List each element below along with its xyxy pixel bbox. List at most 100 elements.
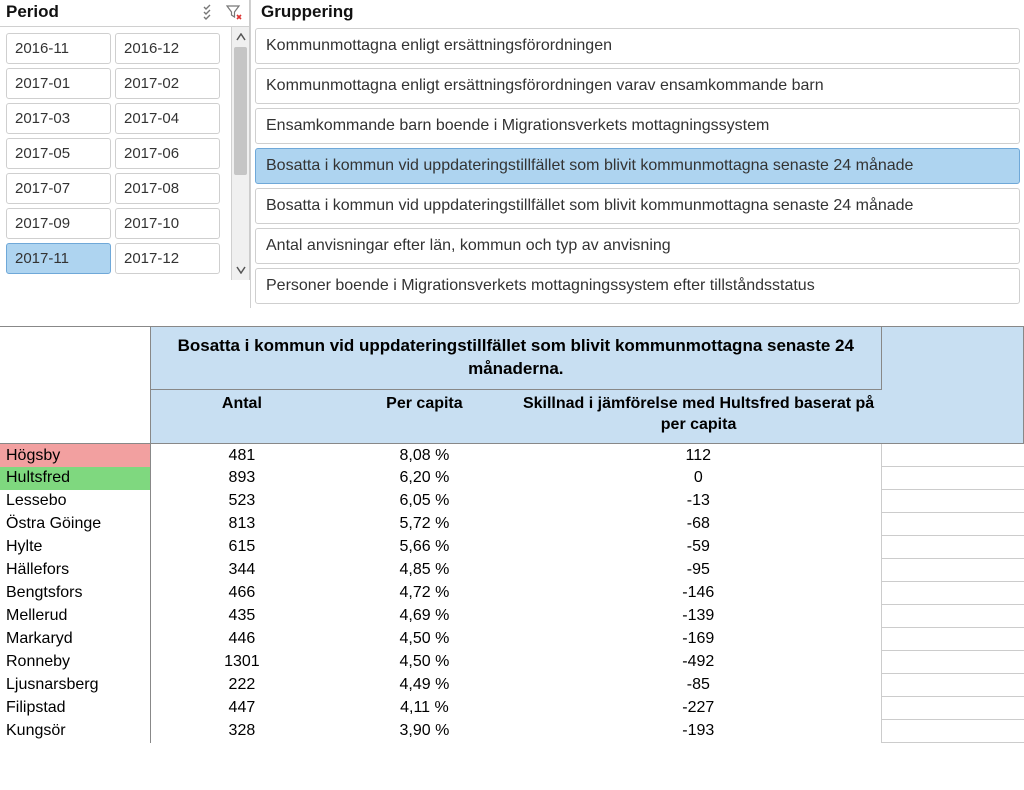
cell-antal: 813	[150, 513, 333, 536]
cell-antal: 447	[150, 697, 333, 720]
period-item[interactable]: 2017-10	[115, 208, 220, 239]
cell-percapita: 4,11 %	[333, 697, 516, 720]
row-label: Mellerud	[0, 605, 150, 628]
cell-percapita: 4,69 %	[333, 605, 516, 628]
cell-percapita: 3,90 %	[333, 720, 516, 743]
table-row[interactable]: Filipstad4474,11 %-227	[0, 697, 1024, 720]
row-label: Högsby	[0, 444, 150, 467]
cell-extra	[881, 582, 1023, 605]
cell-extra	[881, 444, 1023, 467]
cell-diff: -169	[516, 628, 882, 651]
table-row[interactable]: Lessebo5236,05 %-13	[0, 490, 1024, 513]
cell-antal: 893	[150, 467, 333, 490]
cell-antal: 435	[150, 605, 333, 628]
cell-diff: -68	[516, 513, 882, 536]
period-item[interactable]: 2017-01	[6, 68, 111, 99]
pivot-title: Bosatta i kommun vid uppdateringstillfäl…	[150, 327, 881, 390]
cell-antal: 344	[150, 559, 333, 582]
cell-extra	[881, 536, 1023, 559]
cell-extra	[881, 628, 1023, 651]
cell-antal: 1301	[150, 651, 333, 674]
period-item[interactable]: 2017-11	[6, 243, 111, 274]
cell-antal: 615	[150, 536, 333, 559]
gruppering-item[interactable]: Antal anvisningar efter län, kommun och …	[255, 228, 1020, 264]
col-percapita[interactable]: Per capita	[333, 389, 516, 444]
table-row[interactable]: Ronneby13014,50 %-492	[0, 651, 1024, 674]
period-item[interactable]: 2017-07	[6, 173, 111, 204]
cell-extra	[881, 720, 1023, 743]
table-row[interactable]: Bengtsfors4664,72 %-146	[0, 582, 1024, 605]
table-row[interactable]: Markaryd4464,50 %-169	[0, 628, 1024, 651]
col-diff[interactable]: Skillnad i jämförelse med Hultsfred base…	[516, 389, 882, 444]
gruppering-item[interactable]: Bosatta i kommun vid uppdateringstillfäl…	[255, 188, 1020, 224]
cell-percapita: 4,50 %	[333, 651, 516, 674]
period-item[interactable]: 2017-09	[6, 208, 111, 239]
multiselect-icon[interactable]	[201, 3, 219, 21]
cell-diff: -59	[516, 536, 882, 559]
cell-extra	[881, 490, 1023, 513]
cell-percapita: 5,66 %	[333, 536, 516, 559]
cell-antal: 481	[150, 444, 333, 467]
period-item[interactable]: 2017-08	[115, 173, 220, 204]
period-item[interactable]: 2017-05	[6, 138, 111, 169]
cell-extra	[881, 605, 1023, 628]
table-row[interactable]: Mellerud4354,69 %-139	[0, 605, 1024, 628]
cell-diff: -492	[516, 651, 882, 674]
cell-diff: -139	[516, 605, 882, 628]
cell-diff: -227	[516, 697, 882, 720]
row-label: Filipstad	[0, 697, 150, 720]
table-row[interactable]: Hultsfred8936,20 %0	[0, 467, 1024, 490]
cell-percapita: 6,20 %	[333, 467, 516, 490]
clear-filter-icon[interactable]	[225, 3, 243, 21]
period-item[interactable]: 2016-11	[6, 33, 111, 64]
cell-diff: 112	[516, 444, 882, 467]
row-label: Kungsör	[0, 720, 150, 743]
gruppering-item[interactable]: Ensamkommande barn boende i Migrationsve…	[255, 108, 1020, 144]
cell-extra	[881, 467, 1023, 490]
scroll-down-icon[interactable]	[232, 260, 249, 280]
row-label: Hylte	[0, 536, 150, 559]
table-row[interactable]: Hylte6155,66 %-59	[0, 536, 1024, 559]
period-slicer: Period 2016-112016-122017-012017-022017-…	[0, 0, 250, 280]
period-item[interactable]: 2017-03	[6, 103, 111, 134]
table-row[interactable]: Kungsör3283,90 %-193	[0, 720, 1024, 743]
gruppering-item[interactable]: Bosatta i kommun vid uppdateringstillfäl…	[255, 148, 1020, 184]
table-row[interactable]: Hällefors3444,85 %-95	[0, 559, 1024, 582]
row-label: Markaryd	[0, 628, 150, 651]
table-row[interactable]: Ljusnarsberg2224,49 %-85	[0, 674, 1024, 697]
cell-extra	[881, 651, 1023, 674]
scroll-up-icon[interactable]	[232, 27, 249, 47]
table-row[interactable]: Högsby4818,08 %112	[0, 444, 1024, 467]
period-item[interactable]: 2016-12	[115, 33, 220, 64]
gruppering-item[interactable]: Kommunmottagna enligt ersättningsförordn…	[255, 68, 1020, 104]
gruppering-item[interactable]: Kommunmottagna enligt ersättningsförordn…	[255, 28, 1020, 64]
cell-extra	[881, 697, 1023, 720]
table-row[interactable]: Östra Göinge8135,72 %-68	[0, 513, 1024, 536]
cell-diff: 0	[516, 467, 882, 490]
row-label: Hällefors	[0, 559, 150, 582]
cell-diff: -146	[516, 582, 882, 605]
gruppering-item[interactable]: Personer boende i Migrationsverkets mott…	[255, 268, 1020, 304]
gruppering-slicer: Gruppering Kommunmottagna enligt ersättn…	[250, 0, 1024, 308]
period-scrollbar[interactable]	[231, 27, 249, 280]
row-label: Östra Göinge	[0, 513, 150, 536]
row-label: Bengtsfors	[0, 582, 150, 605]
cell-extra	[881, 513, 1023, 536]
cell-antal: 328	[150, 720, 333, 743]
pivot-table: Bosatta i kommun vid uppdateringstillfäl…	[0, 326, 1024, 743]
period-title: Period	[6, 2, 195, 22]
period-item[interactable]: 2017-04	[115, 103, 220, 134]
col-antal[interactable]: Antal	[150, 389, 333, 444]
cell-percapita: 4,85 %	[333, 559, 516, 582]
period-item[interactable]: 2017-02	[115, 68, 220, 99]
row-label: Lessebo	[0, 490, 150, 513]
period-item[interactable]: 2017-12	[115, 243, 220, 274]
cell-diff: -193	[516, 720, 882, 743]
cell-diff: -95	[516, 559, 882, 582]
cell-percapita: 5,72 %	[333, 513, 516, 536]
cell-percapita: 4,72 %	[333, 582, 516, 605]
cell-percapita: 8,08 %	[333, 444, 516, 467]
extra-col-header	[881, 327, 1023, 444]
cell-percapita: 4,49 %	[333, 674, 516, 697]
period-item[interactable]: 2017-06	[115, 138, 220, 169]
